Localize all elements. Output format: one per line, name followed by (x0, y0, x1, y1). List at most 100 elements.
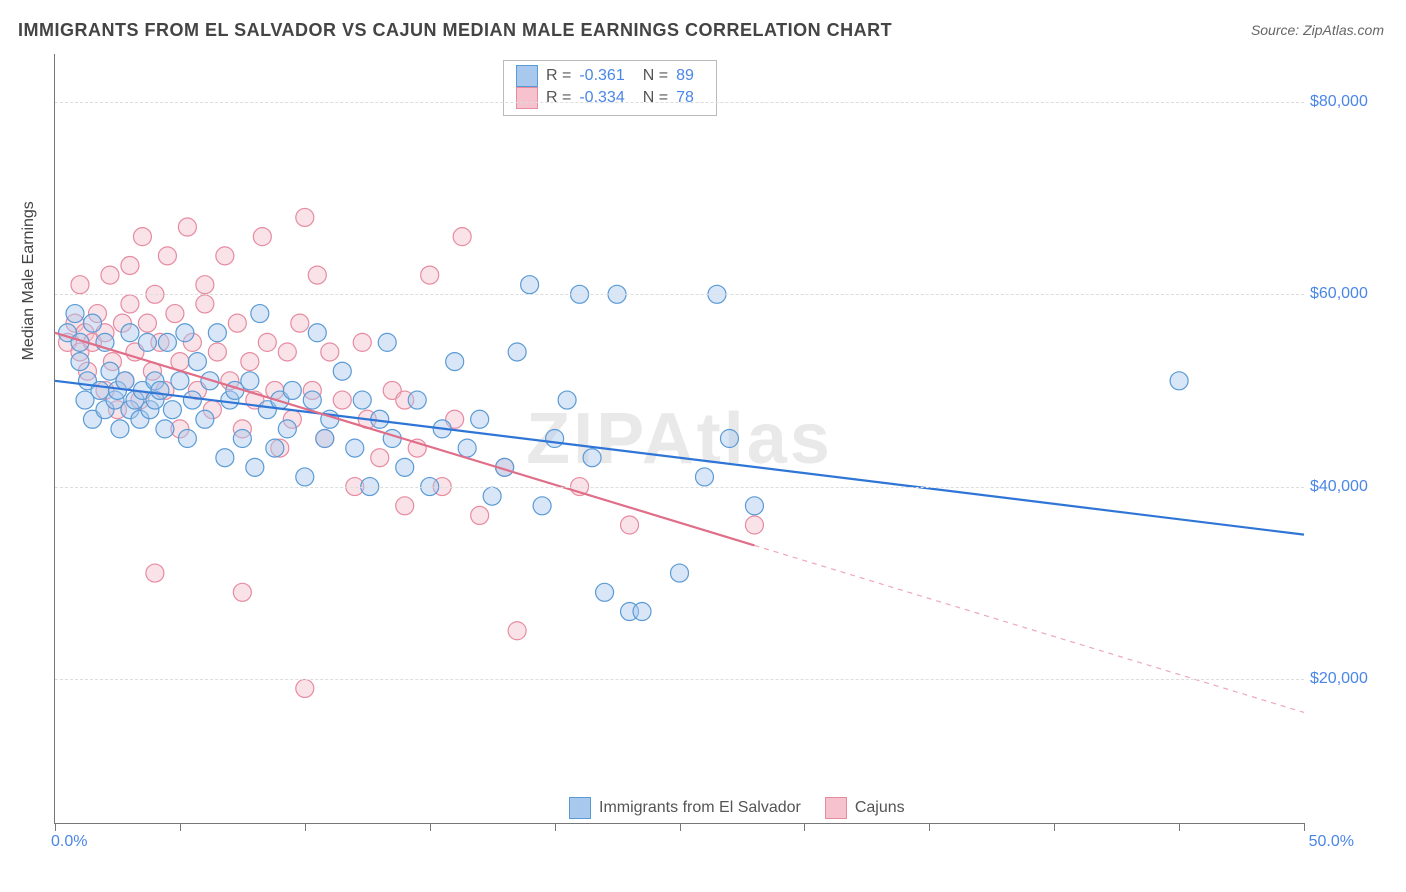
bottom-legend-label-el-salvador: Immigrants from El Salvador (599, 799, 801, 817)
data-point-cajuns (296, 208, 314, 226)
data-point-el_salvador (396, 458, 414, 476)
data-point-el_salvador (508, 343, 526, 361)
x-tick (555, 823, 556, 831)
data-point-cajuns (421, 266, 439, 284)
data-point-cajuns (196, 295, 214, 313)
data-point-cajuns (166, 305, 184, 323)
chart-svg (55, 54, 1304, 823)
r-value-cajuns: -0.334 (579, 89, 624, 107)
data-point-cajuns (101, 266, 119, 284)
x-tick (1054, 823, 1055, 831)
data-point-el_salvador (745, 497, 763, 515)
data-point-cajuns (296, 679, 314, 697)
data-point-el_salvador (233, 430, 251, 448)
gridline (55, 294, 1304, 295)
y-tick-label: $60,000 (1310, 285, 1388, 303)
x-tick (305, 823, 306, 831)
data-point-cajuns (208, 343, 226, 361)
data-point-el_salvador (196, 410, 214, 428)
data-point-cajuns (621, 516, 639, 534)
data-point-el_salvador (176, 324, 194, 342)
chart-title: IMMIGRANTS FROM EL SALVADOR VS CAJUN MED… (18, 20, 892, 41)
data-point-cajuns (196, 276, 214, 294)
data-point-cajuns (121, 295, 139, 313)
data-point-el_salvador (720, 430, 738, 448)
swatch-cajuns-icon (825, 797, 847, 819)
data-point-el_salvador (208, 324, 226, 342)
x-tick (1179, 823, 1180, 831)
data-point-el_salvador (333, 362, 351, 380)
data-point-cajuns (371, 449, 389, 467)
n-label: N = (643, 89, 668, 107)
source-prefix: Source: (1251, 22, 1303, 38)
x-tick (430, 823, 431, 831)
data-point-el_salvador (303, 391, 321, 409)
data-point-el_salvador (316, 430, 334, 448)
x-tick (55, 823, 56, 831)
y-axis-label: Median Male Earnings (20, 201, 38, 360)
gridline (55, 679, 1304, 680)
data-point-cajuns (333, 391, 351, 409)
data-point-cajuns (453, 228, 471, 246)
x-tick (180, 823, 181, 831)
data-point-el_salvador (163, 401, 181, 419)
data-point-cajuns (471, 506, 489, 524)
data-point-cajuns (138, 314, 156, 332)
legend-row-cajuns: R = -0.334 N = 78 (516, 87, 704, 109)
data-point-cajuns (258, 333, 276, 351)
n-label: N = (643, 67, 668, 85)
data-point-el_salvador (483, 487, 501, 505)
x-tick (929, 823, 930, 831)
n-value-el-salvador: 89 (676, 67, 694, 85)
data-point-el_salvador (171, 372, 189, 390)
data-point-el_salvador (283, 381, 301, 399)
data-point-cajuns (71, 276, 89, 294)
data-point-cajuns (241, 353, 259, 371)
data-point-el_salvador (408, 391, 426, 409)
data-point-cajuns (321, 343, 339, 361)
swatch-el-salvador-icon (569, 797, 591, 819)
data-point-el_salvador (546, 430, 564, 448)
y-tick-label: $40,000 (1310, 478, 1388, 496)
data-point-cajuns (253, 228, 271, 246)
data-point-el_salvador (308, 324, 326, 342)
data-point-cajuns (133, 228, 151, 246)
x-tick (804, 823, 805, 831)
data-point-cajuns (178, 218, 196, 236)
data-point-el_salvador (583, 449, 601, 467)
legend-row-el-salvador: R = -0.361 N = 89 (516, 65, 704, 87)
data-point-el_salvador (1170, 372, 1188, 390)
data-point-el_salvador (116, 372, 134, 390)
data-point-el_salvador (246, 458, 264, 476)
swatch-cajuns (516, 87, 538, 109)
bottom-legend-item-cajuns: Cajuns (825, 797, 905, 819)
data-point-cajuns (158, 247, 176, 265)
data-point-el_salvador (158, 333, 176, 351)
data-point-el_salvador (241, 372, 259, 390)
trend-line-dashed-cajuns (754, 545, 1304, 712)
bottom-legend-label-cajuns: Cajuns (855, 799, 905, 817)
bottom-legend-item-el-salvador: Immigrants from El Salvador (569, 797, 801, 819)
data-point-cajuns (396, 497, 414, 515)
data-point-el_salvador (183, 391, 201, 409)
data-point-el_salvador (695, 468, 713, 486)
data-point-el_salvador (596, 583, 614, 601)
data-point-el_salvador (378, 333, 396, 351)
data-point-cajuns (745, 516, 763, 534)
gridline (55, 102, 1304, 103)
data-point-el_salvador (83, 314, 101, 332)
data-point-el_salvador (458, 439, 476, 457)
data-point-el_salvador (346, 439, 364, 457)
plot-area: ZIPAtlas R = -0.361 N = 89 R = -0.334 N … (54, 54, 1304, 824)
data-point-el_salvador (266, 439, 284, 457)
trend-line-el_salvador (55, 381, 1304, 535)
data-point-el_salvador (278, 420, 296, 438)
x-tick-label-max: 50.0% (1309, 833, 1354, 851)
data-point-el_salvador (66, 305, 84, 323)
data-point-el_salvador (188, 353, 206, 371)
data-point-el_salvador (178, 430, 196, 448)
y-tick-label: $20,000 (1310, 670, 1388, 688)
data-point-cajuns (146, 564, 164, 582)
data-point-el_salvador (251, 305, 269, 323)
data-point-cajuns (278, 343, 296, 361)
